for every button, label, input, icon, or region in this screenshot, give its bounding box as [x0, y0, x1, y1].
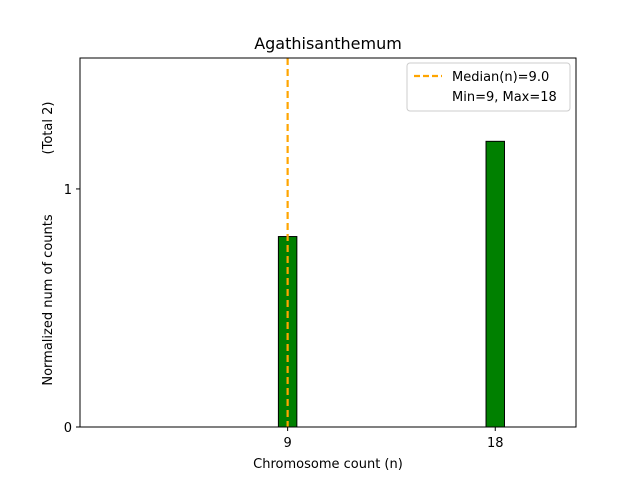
y-tick-label: 0 [64, 421, 72, 436]
legend-box [406, 62, 571, 112]
x-axis-label: Chromosome count (n) [253, 457, 403, 472]
plot-frame [79, 57, 577, 428]
x-axis-ticks: 9 18 [283, 427, 504, 451]
chart-title: Agathisanthemum [254, 34, 402, 53]
x-tick-label: 9 [283, 436, 291, 451]
bar-18 [485, 140, 505, 428]
legend-range-label: Min=9, Max=18 [452, 90, 557, 105]
legend-median-label: Median(n)=9.0 [452, 70, 549, 85]
y-tick-label: 1 [64, 183, 72, 198]
bar-9 [277, 236, 298, 428]
bars-group [277, 140, 505, 428]
y-axis-total-label: (Total 2) [41, 102, 56, 155]
y-axis-label: Normalized num of counts [41, 214, 56, 385]
y-axis-ticks: 01 [64, 183, 80, 436]
x-tick-label: 18 [487, 436, 504, 451]
legend: Median(n)=9.0 Min=9, Max=18 [406, 62, 571, 112]
